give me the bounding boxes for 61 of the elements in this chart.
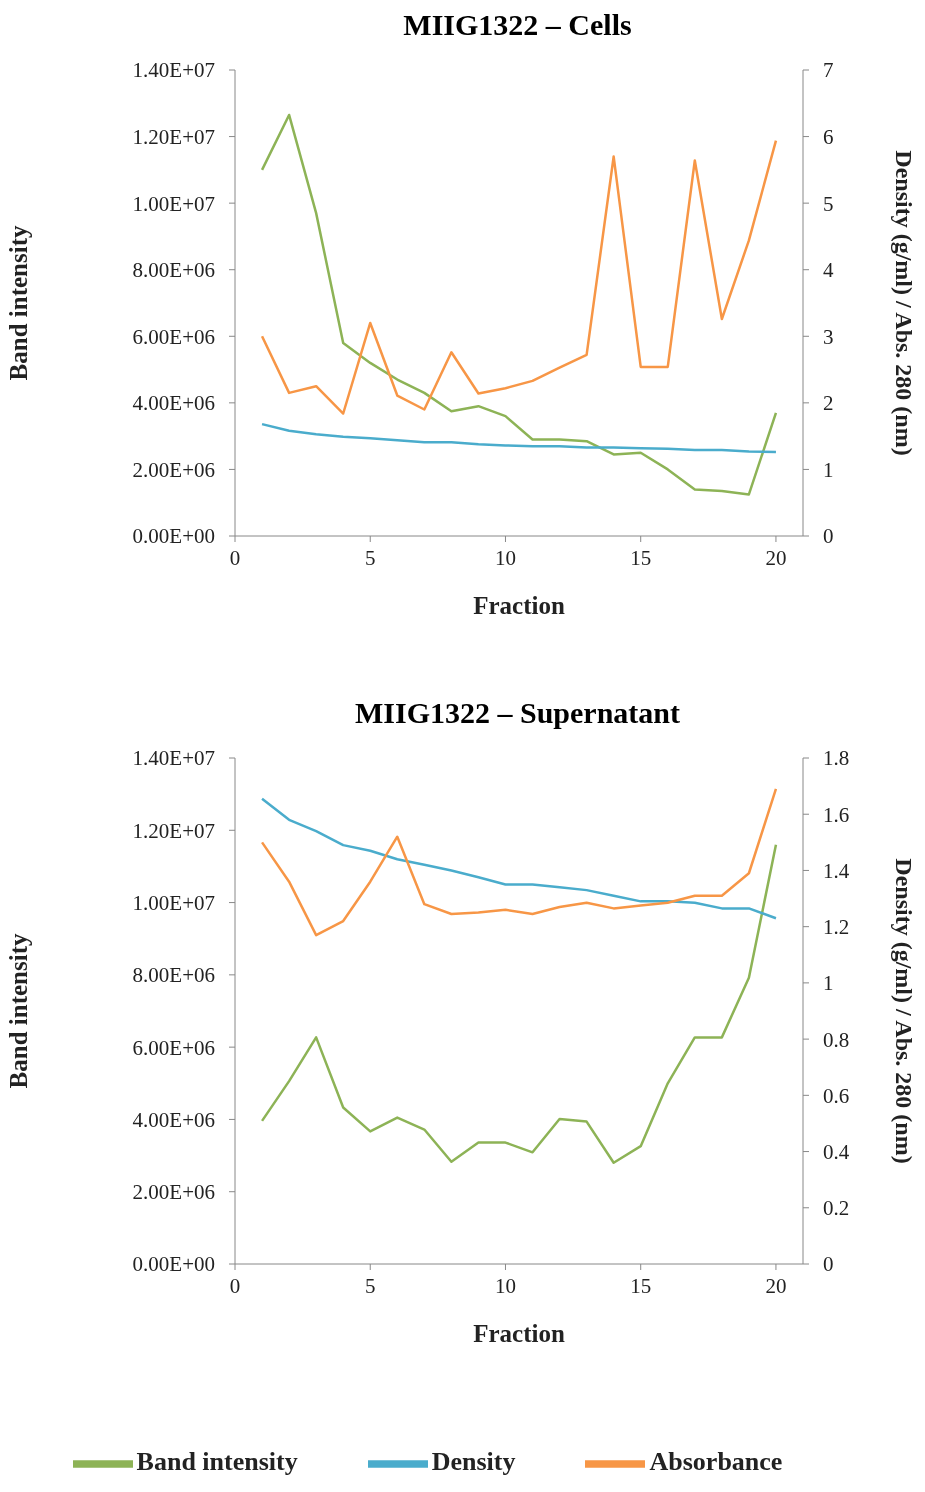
- legend-label: Band intensity: [136, 1446, 298, 1476]
- y-tick-label: 0.00E+00: [132, 1252, 215, 1277]
- x-tick-label: 0: [229, 545, 241, 570]
- y2-tick-label: 2: [823, 391, 834, 416]
- y2-tick-label: 1: [823, 971, 834, 996]
- y-tick-label: 1.20E+07: [132, 818, 215, 843]
- y2-tick-label: 7: [823, 58, 834, 83]
- y2-tick-label: 0: [823, 524, 834, 549]
- y2-tick-label: 1.4: [823, 858, 850, 883]
- legend-label: Absorbance: [649, 1446, 783, 1476]
- y-tick-label: 1.00E+07: [132, 191, 215, 216]
- y-tick-label: 4.00E+06: [132, 391, 215, 416]
- y-tick-label: 2.00E+06: [132, 457, 215, 482]
- x-tick-label: 20: [765, 1273, 787, 1298]
- y-tick-label: 1.40E+07: [132, 746, 215, 771]
- x-tick-label: 5: [364, 545, 376, 570]
- y-tick-label: 0.00E+00: [132, 524, 215, 549]
- y-tick-label: 2.00E+06: [132, 1180, 215, 1205]
- y2-tick-label: 1: [823, 457, 834, 482]
- y2-tick-label: 1.8: [823, 746, 850, 771]
- y2-tick-label: 6: [823, 125, 834, 150]
- x-tick-label: 0: [229, 1273, 241, 1298]
- line-series: [260, 797, 778, 920]
- x-tick-label: 15: [630, 1273, 652, 1298]
- y2-tick-label: 0: [823, 1252, 834, 1277]
- y2-tick-label: 3: [823, 324, 834, 349]
- y2-tick-label: 1.2: [823, 915, 850, 940]
- y2-tick-label: 0.8: [823, 1027, 850, 1052]
- y2-tick-label: 0.2: [823, 1196, 850, 1221]
- x-tick-label: 15: [630, 545, 652, 570]
- y-tick-label: 1.40E+07: [132, 58, 215, 83]
- x-tick-label: 20: [765, 545, 787, 570]
- y-axis-title: Band intensity: [4, 225, 32, 381]
- chart-title: MIIG1322 – Supernatant: [353, 696, 681, 731]
- x-axis-title: Fraction: [473, 1319, 565, 1347]
- legend-label: Density: [431, 1446, 516, 1476]
- y2-tick-label: 1.6: [823, 802, 850, 827]
- chart-title: MIIG1322 – Cells: [402, 8, 633, 43]
- x-axis-title: Fraction: [473, 591, 565, 619]
- line-series: [260, 139, 778, 415]
- y-tick-label: 8.00E+06: [132, 258, 215, 283]
- y-axis-title: Band intensity: [4, 933, 32, 1089]
- y-tick-label: 8.00E+06: [132, 963, 215, 988]
- line-series: [260, 787, 778, 937]
- y2-tick-label: 5: [823, 191, 834, 216]
- line-series: [260, 113, 778, 496]
- y2-tick-label: 4: [823, 258, 834, 283]
- y-tick-label: 6.00E+06: [132, 324, 215, 349]
- y2-axis-title: Density (g/ml) / Abs. 280 (nm): [891, 858, 918, 1164]
- line-series: [260, 422, 778, 454]
- x-tick-label: 10: [494, 1273, 516, 1298]
- y-tick-label: 1.00E+07: [132, 891, 215, 916]
- y-tick-label: 1.20E+07: [132, 125, 215, 150]
- y2-tick-label: 0.6: [823, 1083, 850, 1108]
- y2-tick-label: 0.4: [823, 1140, 850, 1165]
- y2-axis-title: Density (g/ml) / Abs. 280 (nm): [891, 150, 918, 456]
- y-tick-label: 6.00E+06: [132, 1035, 215, 1060]
- y-tick-label: 4.00E+06: [132, 1107, 215, 1132]
- x-tick-label: 5: [364, 1273, 376, 1298]
- x-tick-label: 10: [494, 545, 516, 570]
- line-series: [260, 843, 778, 1165]
